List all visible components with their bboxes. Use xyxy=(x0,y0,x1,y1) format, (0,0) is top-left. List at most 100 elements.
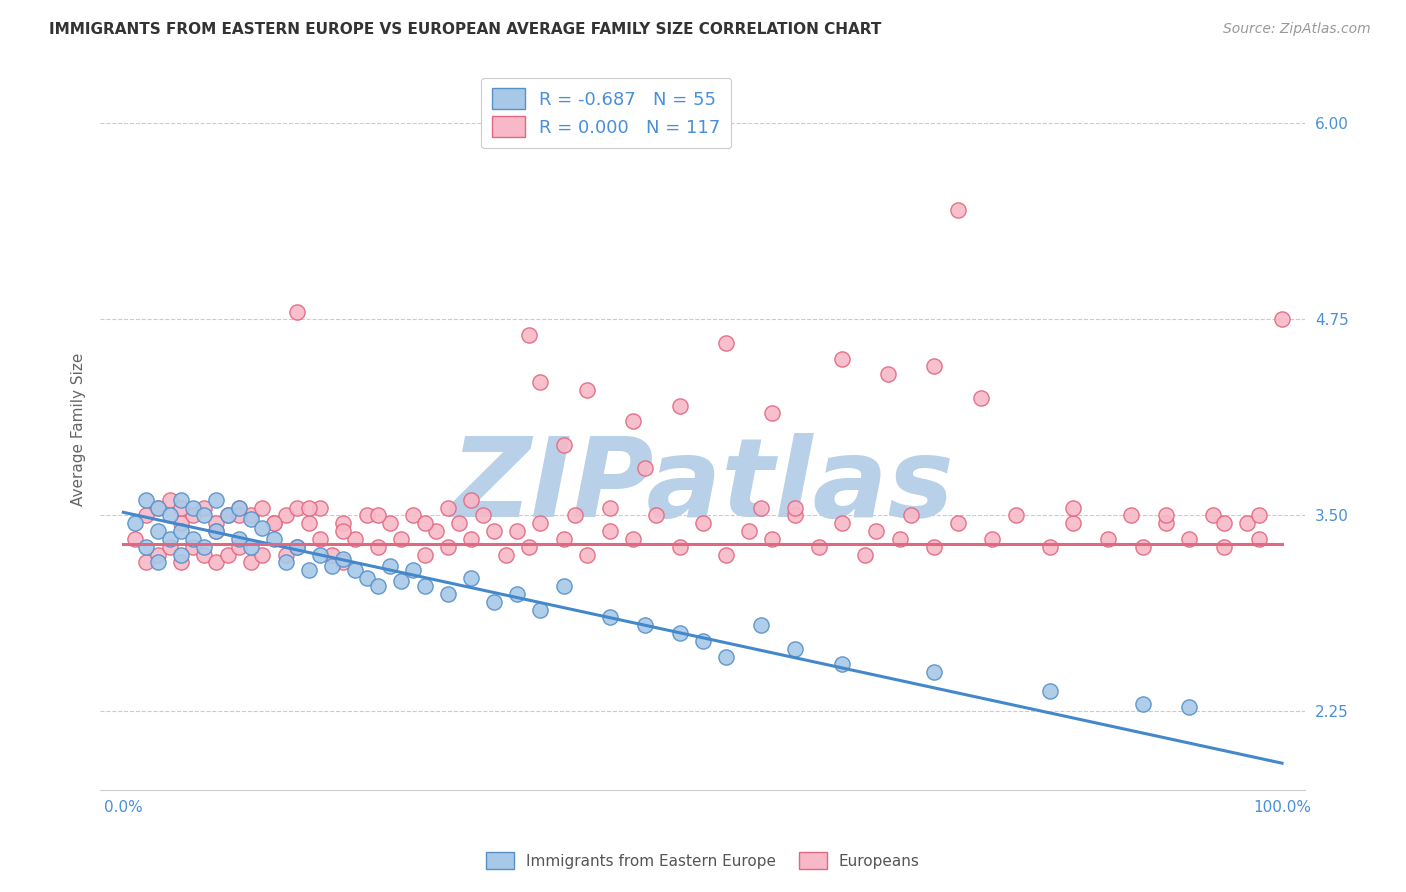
Point xyxy=(263,532,285,546)
Point xyxy=(564,508,586,523)
Point xyxy=(146,556,169,570)
Point xyxy=(425,524,447,538)
Point xyxy=(692,516,714,531)
Point xyxy=(181,540,204,554)
Point xyxy=(252,548,274,562)
Point xyxy=(217,508,239,523)
Point xyxy=(146,524,169,538)
Point xyxy=(159,508,181,523)
Point xyxy=(1062,500,1084,515)
Point xyxy=(367,579,389,593)
Point xyxy=(217,508,239,523)
Point xyxy=(413,548,436,562)
Point xyxy=(553,579,575,593)
Point xyxy=(228,532,250,546)
Point xyxy=(981,532,1004,546)
Point xyxy=(205,492,228,507)
Point xyxy=(239,556,262,570)
Point xyxy=(146,548,169,562)
Point xyxy=(146,500,169,515)
Point xyxy=(205,556,228,570)
Point xyxy=(634,461,657,475)
Point xyxy=(378,558,401,573)
Point xyxy=(482,524,505,538)
Point xyxy=(356,571,378,585)
Point xyxy=(575,548,598,562)
Point xyxy=(367,508,389,523)
Point xyxy=(495,548,517,562)
Legend: Immigrants from Eastern Europe, Europeans: Immigrants from Eastern Europe, European… xyxy=(481,846,925,875)
Point xyxy=(193,500,215,515)
Point xyxy=(239,511,262,525)
Point xyxy=(402,563,425,577)
Point xyxy=(332,556,354,570)
Point xyxy=(228,500,250,515)
Point xyxy=(1247,532,1270,546)
Point xyxy=(785,508,807,523)
Point xyxy=(1004,508,1026,523)
Point xyxy=(217,548,239,562)
Point xyxy=(170,516,193,531)
Point xyxy=(900,508,922,523)
Point xyxy=(228,508,250,523)
Point xyxy=(274,556,297,570)
Point xyxy=(924,540,946,554)
Point xyxy=(599,524,621,538)
Point xyxy=(634,618,657,632)
Point xyxy=(517,540,540,554)
Point xyxy=(946,202,969,217)
Text: ZIPatlas: ZIPatlas xyxy=(451,434,955,541)
Point xyxy=(193,508,215,523)
Point xyxy=(436,500,458,515)
Point xyxy=(924,359,946,374)
Point xyxy=(239,540,262,554)
Point xyxy=(449,516,471,531)
Point xyxy=(402,508,425,523)
Point xyxy=(413,579,436,593)
Point xyxy=(460,532,482,546)
Point xyxy=(970,391,993,405)
Point xyxy=(1097,532,1119,546)
Point xyxy=(170,548,193,562)
Point xyxy=(1039,540,1062,554)
Point xyxy=(714,335,737,350)
Point xyxy=(785,641,807,656)
Point xyxy=(529,602,551,616)
Point xyxy=(298,500,321,515)
Point xyxy=(321,558,343,573)
Point xyxy=(159,540,181,554)
Point xyxy=(1132,540,1154,554)
Point xyxy=(1213,516,1236,531)
Point xyxy=(517,328,540,343)
Point xyxy=(1121,508,1143,523)
Point xyxy=(239,508,262,523)
Point xyxy=(181,500,204,515)
Point xyxy=(124,532,146,546)
Point xyxy=(309,548,332,562)
Point xyxy=(159,532,181,546)
Point xyxy=(263,516,285,531)
Point xyxy=(1271,312,1294,326)
Point xyxy=(159,492,181,507)
Point xyxy=(1236,516,1258,531)
Point xyxy=(924,665,946,680)
Point xyxy=(285,540,308,554)
Point xyxy=(228,500,250,515)
Point xyxy=(761,407,783,421)
Point xyxy=(506,524,529,538)
Point xyxy=(761,532,783,546)
Point xyxy=(205,524,228,538)
Point xyxy=(599,610,621,624)
Point xyxy=(506,587,529,601)
Point xyxy=(645,508,668,523)
Point xyxy=(831,657,853,672)
Point xyxy=(356,508,378,523)
Point xyxy=(298,563,321,577)
Point xyxy=(621,414,644,428)
Point xyxy=(1213,540,1236,554)
Point xyxy=(946,516,969,531)
Point xyxy=(135,556,157,570)
Point xyxy=(332,524,354,538)
Point xyxy=(135,492,157,507)
Point xyxy=(413,516,436,531)
